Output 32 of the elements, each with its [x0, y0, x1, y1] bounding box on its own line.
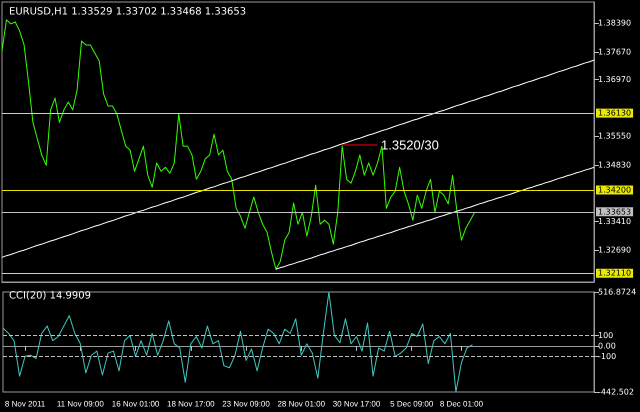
- y-tick-label: 100: [598, 330, 614, 340]
- y-tick-label: -100: [598, 352, 616, 361]
- chart-title: CCI(20) 14.9909: [9, 290, 91, 302]
- y-tick-label: 1.33410: [598, 216, 632, 226]
- x-tick-label: 8 Dec 01:00: [440, 400, 484, 408]
- x-tick-label: 16 Nov 01:00: [112, 400, 160, 408]
- ref-line-label: 1.32110: [598, 268, 632, 278]
- annotation: 1.3520/30: [381, 138, 439, 152]
- y-tick-label: 1.36970: [598, 75, 632, 84]
- y-tick-label: -442.502: [598, 388, 634, 396]
- x-tick-label: 30 Nov 17:00: [332, 400, 381, 408]
- x-tick-label: 18 Nov 17:00: [167, 400, 216, 408]
- ref-line-label: 1.34200: [598, 185, 632, 194]
- x-tick-label: 23 Nov 09:00: [222, 400, 270, 408]
- ref-line-label: 1.36130: [598, 108, 632, 118]
- y-tick-label: 516.8724: [598, 288, 636, 296]
- line-series: [2, 19, 476, 270]
- x-tick-label: 11 Nov 09:00: [56, 400, 104, 408]
- line-series: [2, 292, 473, 392]
- y-tick-label: 1.34830: [598, 160, 632, 170]
- y-tick-label: 1.38390: [598, 18, 632, 28]
- chart-title: EURUSD,H1 1.33529 1.33702 1.33468 1.33653: [9, 6, 246, 18]
- x-tick-label: 28 Nov 01:00: [277, 400, 326, 408]
- ref-line-label: 1.33653: [598, 207, 632, 216]
- line-series: [2, 60, 594, 258]
- y-tick-label: 0.00: [598, 341, 616, 350]
- line-series: [275, 166, 594, 270]
- y-tick-label: 1.32690: [598, 246, 632, 255]
- y-tick-label: 1.37670: [598, 47, 632, 56]
- x-tick-label: 8 Nov 2011: [4, 400, 46, 408]
- y-tick-label: 1.35550: [598, 132, 632, 141]
- x-tick-label: 5 Dec 09:00: [390, 400, 434, 408]
